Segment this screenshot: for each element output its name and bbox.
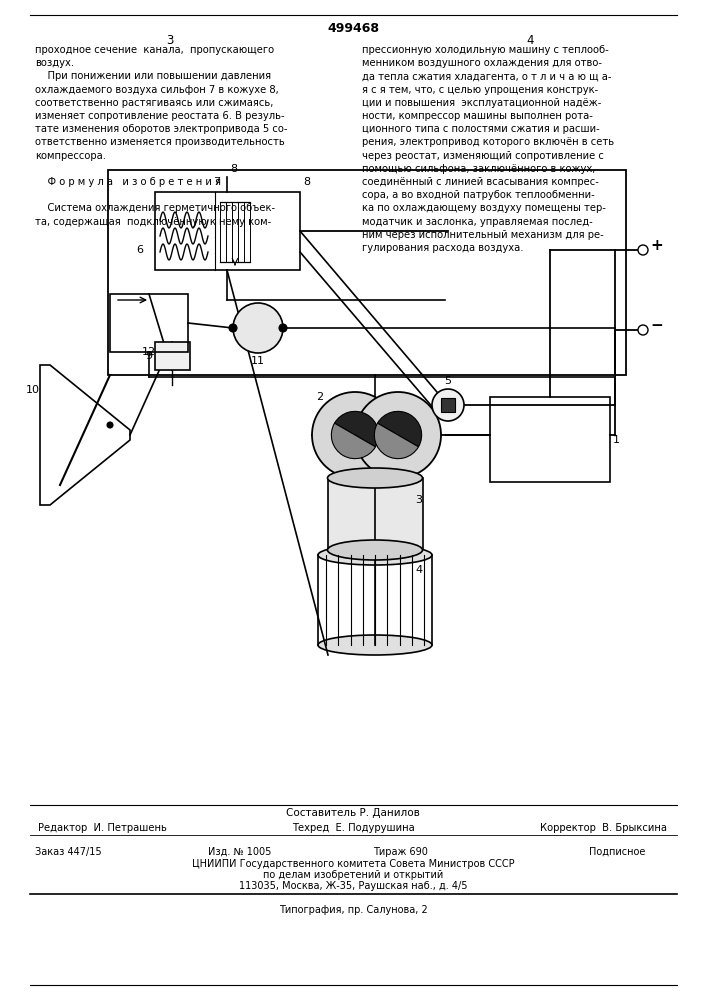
Text: прессионную холодильную машину с теплооб-: прессионную холодильную машину с теплооб… bbox=[362, 45, 609, 55]
Circle shape bbox=[229, 324, 237, 332]
Text: помощью сильфона, заключённого в кожух,: помощью сильфона, заключённого в кожух, bbox=[362, 164, 595, 174]
Wedge shape bbox=[374, 423, 419, 459]
Bar bbox=[108, 170, 626, 375]
Text: 7: 7 bbox=[214, 177, 221, 187]
Text: ционного типа с полостями сжатия и расши-: ционного типа с полостями сжатия и расши… bbox=[362, 124, 600, 134]
Text: 12: 12 bbox=[142, 347, 156, 357]
Text: 8: 8 bbox=[303, 177, 310, 187]
Wedge shape bbox=[332, 423, 375, 459]
Text: 9: 9 bbox=[145, 351, 152, 361]
Text: ции и повышения  эксплуатационной надёж-: ции и повышения эксплуатационной надёж- bbox=[362, 98, 602, 108]
Circle shape bbox=[107, 422, 113, 428]
Text: та, содержащая  подключённую к нему ком-: та, содержащая подключённую к нему ком- bbox=[35, 217, 271, 227]
Ellipse shape bbox=[318, 635, 432, 655]
Text: по делам изобретений и открытий: по делам изобретений и открытий bbox=[263, 870, 443, 880]
Text: 3: 3 bbox=[415, 495, 422, 505]
Text: Тираж 690: Тираж 690 bbox=[373, 847, 428, 857]
Text: 3: 3 bbox=[166, 34, 174, 47]
Text: 4: 4 bbox=[526, 34, 534, 47]
Text: менником воздушного охлаждения для отво-: менником воздушного охлаждения для отво- bbox=[362, 58, 602, 68]
Text: да тепла сжатия хладагента, о т л и ч а ю щ а-: да тепла сжатия хладагента, о т л и ч а … bbox=[362, 71, 612, 81]
Circle shape bbox=[638, 325, 648, 335]
Text: 8: 8 bbox=[230, 164, 237, 174]
Text: Типография, пр. Салунова, 2: Типография, пр. Салунова, 2 bbox=[279, 905, 427, 915]
Text: охлаждаемого воздуха сильфон 7 в кожухе 8,: охлаждаемого воздуха сильфон 7 в кожухе … bbox=[35, 85, 279, 95]
Text: −: − bbox=[650, 318, 662, 332]
Circle shape bbox=[279, 324, 287, 332]
Text: Ф о р м у л а   и з о б р е т е н и я: Ф о р м у л а и з о б р е т е н и я bbox=[35, 177, 221, 187]
Text: 6: 6 bbox=[136, 245, 143, 255]
Text: Подписное: Подписное bbox=[589, 847, 645, 857]
Bar bbox=[328, 478, 423, 550]
Text: 1: 1 bbox=[613, 435, 620, 445]
Bar bbox=[155, 342, 190, 370]
Text: Заказ 447/15: Заказ 447/15 bbox=[35, 847, 102, 857]
Text: ЦНИИПИ Государственного комитета Совета Министров СССР: ЦНИИПИ Государственного комитета Совета … bbox=[192, 859, 514, 869]
Text: 10: 10 bbox=[26, 385, 40, 395]
Text: При понижении или повышении давления: При понижении или повышении давления bbox=[35, 71, 271, 81]
Text: соответственно растягиваясь или сжимаясь,: соответственно растягиваясь или сжимаясь… bbox=[35, 98, 274, 108]
Text: +: + bbox=[650, 237, 662, 252]
Bar bbox=[441, 398, 455, 412]
Text: Система охлаждения герметичного объек-: Система охлаждения герметичного объек- bbox=[35, 203, 275, 213]
Circle shape bbox=[355, 392, 441, 478]
Text: ним через исполнительный механизм для ре-: ним через исполнительный механизм для ре… bbox=[362, 230, 604, 240]
Text: Техред  Е. Подурушина: Техред Е. Подурушина bbox=[291, 823, 414, 833]
Text: компрессора.: компрессора. bbox=[35, 151, 106, 161]
Text: Корректор  В. Брыксина: Корректор В. Брыксина bbox=[540, 823, 667, 833]
Text: 2: 2 bbox=[317, 392, 324, 402]
Text: рения, электропривод которого включён в сеть: рения, электропривод которого включён в … bbox=[362, 137, 614, 147]
Circle shape bbox=[638, 245, 648, 255]
Circle shape bbox=[432, 389, 464, 421]
Text: Составитель Р. Данилов: Составитель Р. Данилов bbox=[286, 808, 420, 818]
Text: я с я тем, что, с целью упрощения конструк-: я с я тем, что, с целью упрощения констр… bbox=[362, 85, 598, 95]
Text: ка по охлаждающему воздуху помещены тер-: ка по охлаждающему воздуху помещены тер- bbox=[362, 203, 606, 213]
Text: 11: 11 bbox=[251, 356, 265, 366]
Text: Изд. № 1005: Изд. № 1005 bbox=[209, 847, 271, 857]
Circle shape bbox=[312, 392, 398, 478]
Bar bbox=[155, 192, 300, 270]
Text: через реостат, изменяющий сопротивление с: через реостат, изменяющий сопротивление … bbox=[362, 151, 604, 161]
Circle shape bbox=[233, 303, 283, 353]
Wedge shape bbox=[334, 411, 379, 447]
Text: ответственно изменяется производительность: ответственно изменяется производительнос… bbox=[35, 137, 285, 147]
Text: 499468: 499468 bbox=[327, 22, 379, 35]
Text: Редактор  И. Петрашень: Редактор И. Петрашень bbox=[38, 823, 167, 833]
Text: ности, компрессор машины выполнен рота-: ности, компрессор машины выполнен рота- bbox=[362, 111, 593, 121]
Text: 4: 4 bbox=[415, 565, 422, 575]
Ellipse shape bbox=[318, 545, 432, 565]
Text: сора, а во входной патрубок теплообменни-: сора, а во входной патрубок теплообменни… bbox=[362, 190, 595, 200]
Text: 113035, Москва, Ж-35, Раушская наб., д. 4/5: 113035, Москва, Ж-35, Раушская наб., д. … bbox=[239, 881, 467, 891]
Text: гулирования расхода воздуха.: гулирования расхода воздуха. bbox=[362, 243, 523, 253]
Text: 5: 5 bbox=[445, 376, 452, 386]
Text: соединённый с линией всасывания компрес-: соединённый с линией всасывания компрес- bbox=[362, 177, 599, 187]
Text: тате изменения оборотов электропривода 5 со-: тате изменения оборотов электропривода 5… bbox=[35, 124, 288, 134]
Bar bbox=[110, 294, 188, 352]
Ellipse shape bbox=[327, 540, 423, 560]
Bar bbox=[490, 397, 610, 482]
Text: проходное сечение  канала,  пропускающего: проходное сечение канала, пропускающего bbox=[35, 45, 274, 55]
Text: изменяет сопротивление реостата 6. В резуль-: изменяет сопротивление реостата 6. В рез… bbox=[35, 111, 285, 121]
Text: модатчик и заслонка, управляемая послед-: модатчик и заслонка, управляемая послед- bbox=[362, 217, 592, 227]
Wedge shape bbox=[378, 411, 421, 447]
Text: воздух.: воздух. bbox=[35, 58, 74, 68]
Ellipse shape bbox=[327, 468, 423, 488]
